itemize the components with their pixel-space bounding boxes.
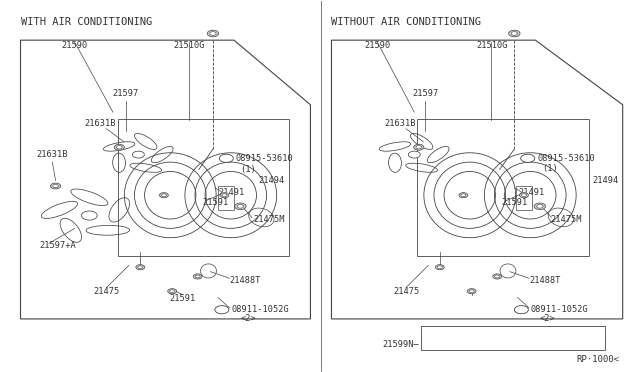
Circle shape xyxy=(515,306,529,314)
Text: W: W xyxy=(225,156,228,161)
Text: (1): (1) xyxy=(541,164,557,173)
Text: 21494: 21494 xyxy=(592,176,618,185)
Text: 21590: 21590 xyxy=(364,41,390,50)
Circle shape xyxy=(220,154,234,162)
Circle shape xyxy=(520,193,529,198)
Text: (1): (1) xyxy=(241,165,256,174)
Text: 21475: 21475 xyxy=(93,287,120,296)
Bar xyxy=(417,119,589,256)
Circle shape xyxy=(435,264,444,270)
Circle shape xyxy=(537,205,543,208)
Text: 21510G: 21510G xyxy=(476,41,508,50)
Text: <2>: <2> xyxy=(540,314,556,323)
Circle shape xyxy=(408,151,420,158)
Circle shape xyxy=(469,290,474,293)
Circle shape xyxy=(210,32,216,35)
Text: 21631B: 21631B xyxy=(36,150,68,159)
Text: RP·1000<: RP·1000< xyxy=(577,355,620,364)
Circle shape xyxy=(51,183,61,189)
Text: 21475M: 21475M xyxy=(550,215,582,224)
Circle shape xyxy=(170,290,175,293)
Circle shape xyxy=(222,194,227,197)
Circle shape xyxy=(437,266,442,269)
Text: 21488T: 21488T xyxy=(230,276,261,285)
Circle shape xyxy=(159,193,168,198)
Text: 21599N—: 21599N— xyxy=(382,340,419,349)
Text: ⚠ CAUTION: ⚠ CAUTION xyxy=(424,328,456,334)
Circle shape xyxy=(132,151,145,158)
Text: 21590: 21590 xyxy=(61,41,88,50)
Circle shape xyxy=(522,194,526,197)
Circle shape xyxy=(495,275,500,278)
Text: 21491: 21491 xyxy=(218,188,244,197)
Circle shape xyxy=(237,205,243,208)
Text: Rester eloigne de...: Rester eloigne de... xyxy=(516,341,569,346)
Circle shape xyxy=(114,144,124,150)
Text: 08911-1052G: 08911-1052G xyxy=(232,305,289,314)
Circle shape xyxy=(195,275,200,278)
Bar xyxy=(420,326,605,350)
Text: 21475: 21475 xyxy=(393,287,419,296)
Circle shape xyxy=(116,145,122,149)
Circle shape xyxy=(534,203,545,210)
Circle shape xyxy=(413,144,424,150)
Circle shape xyxy=(220,193,229,198)
Text: 21475M: 21475M xyxy=(253,215,285,224)
Text: ⚠ MISE EN GARDE: ⚠ MISE EN GARDE xyxy=(516,328,569,334)
Circle shape xyxy=(509,30,520,37)
Text: N: N xyxy=(520,307,524,312)
Circle shape xyxy=(459,193,468,198)
Text: 21631B: 21631B xyxy=(84,119,116,128)
Bar xyxy=(218,186,234,210)
Circle shape xyxy=(493,274,502,279)
Circle shape xyxy=(138,266,143,269)
Circle shape xyxy=(235,203,246,210)
Circle shape xyxy=(136,264,145,270)
Circle shape xyxy=(215,306,229,314)
Text: WITHOUT AIR CONDITIONING: WITHOUT AIR CONDITIONING xyxy=(332,17,481,27)
Text: 08911-1052G: 08911-1052G xyxy=(531,305,589,314)
Text: 21591: 21591 xyxy=(202,198,228,207)
Text: WITH AIR CONDITIONING: WITH AIR CONDITIONING xyxy=(20,17,152,27)
Circle shape xyxy=(161,194,166,197)
Circle shape xyxy=(52,185,58,187)
Text: 21597+A: 21597+A xyxy=(40,241,76,250)
Circle shape xyxy=(461,194,466,197)
Text: 21510G: 21510G xyxy=(173,41,205,50)
Text: 21597: 21597 xyxy=(113,89,139,98)
Bar xyxy=(516,186,532,210)
Text: 21631B: 21631B xyxy=(384,119,415,128)
Text: 21591: 21591 xyxy=(502,198,528,207)
Circle shape xyxy=(521,154,535,162)
Circle shape xyxy=(416,145,422,149)
Circle shape xyxy=(193,274,202,279)
Text: 21488T: 21488T xyxy=(529,276,561,285)
Bar xyxy=(118,119,289,256)
Text: 21591: 21591 xyxy=(170,294,196,303)
Circle shape xyxy=(467,289,476,294)
Text: 21597: 21597 xyxy=(412,89,438,98)
Text: 21494: 21494 xyxy=(259,176,285,185)
Text: W: W xyxy=(526,156,530,161)
Text: Keep away from...: Keep away from... xyxy=(424,341,468,346)
Text: 21491: 21491 xyxy=(519,188,545,197)
Circle shape xyxy=(511,32,518,35)
Circle shape xyxy=(168,289,177,294)
Circle shape xyxy=(81,211,97,220)
Text: 08915-53610: 08915-53610 xyxy=(236,154,294,163)
Text: N: N xyxy=(220,307,224,312)
Circle shape xyxy=(207,30,219,37)
Text: <2>: <2> xyxy=(241,314,256,323)
Text: 08915-53610: 08915-53610 xyxy=(538,154,595,163)
